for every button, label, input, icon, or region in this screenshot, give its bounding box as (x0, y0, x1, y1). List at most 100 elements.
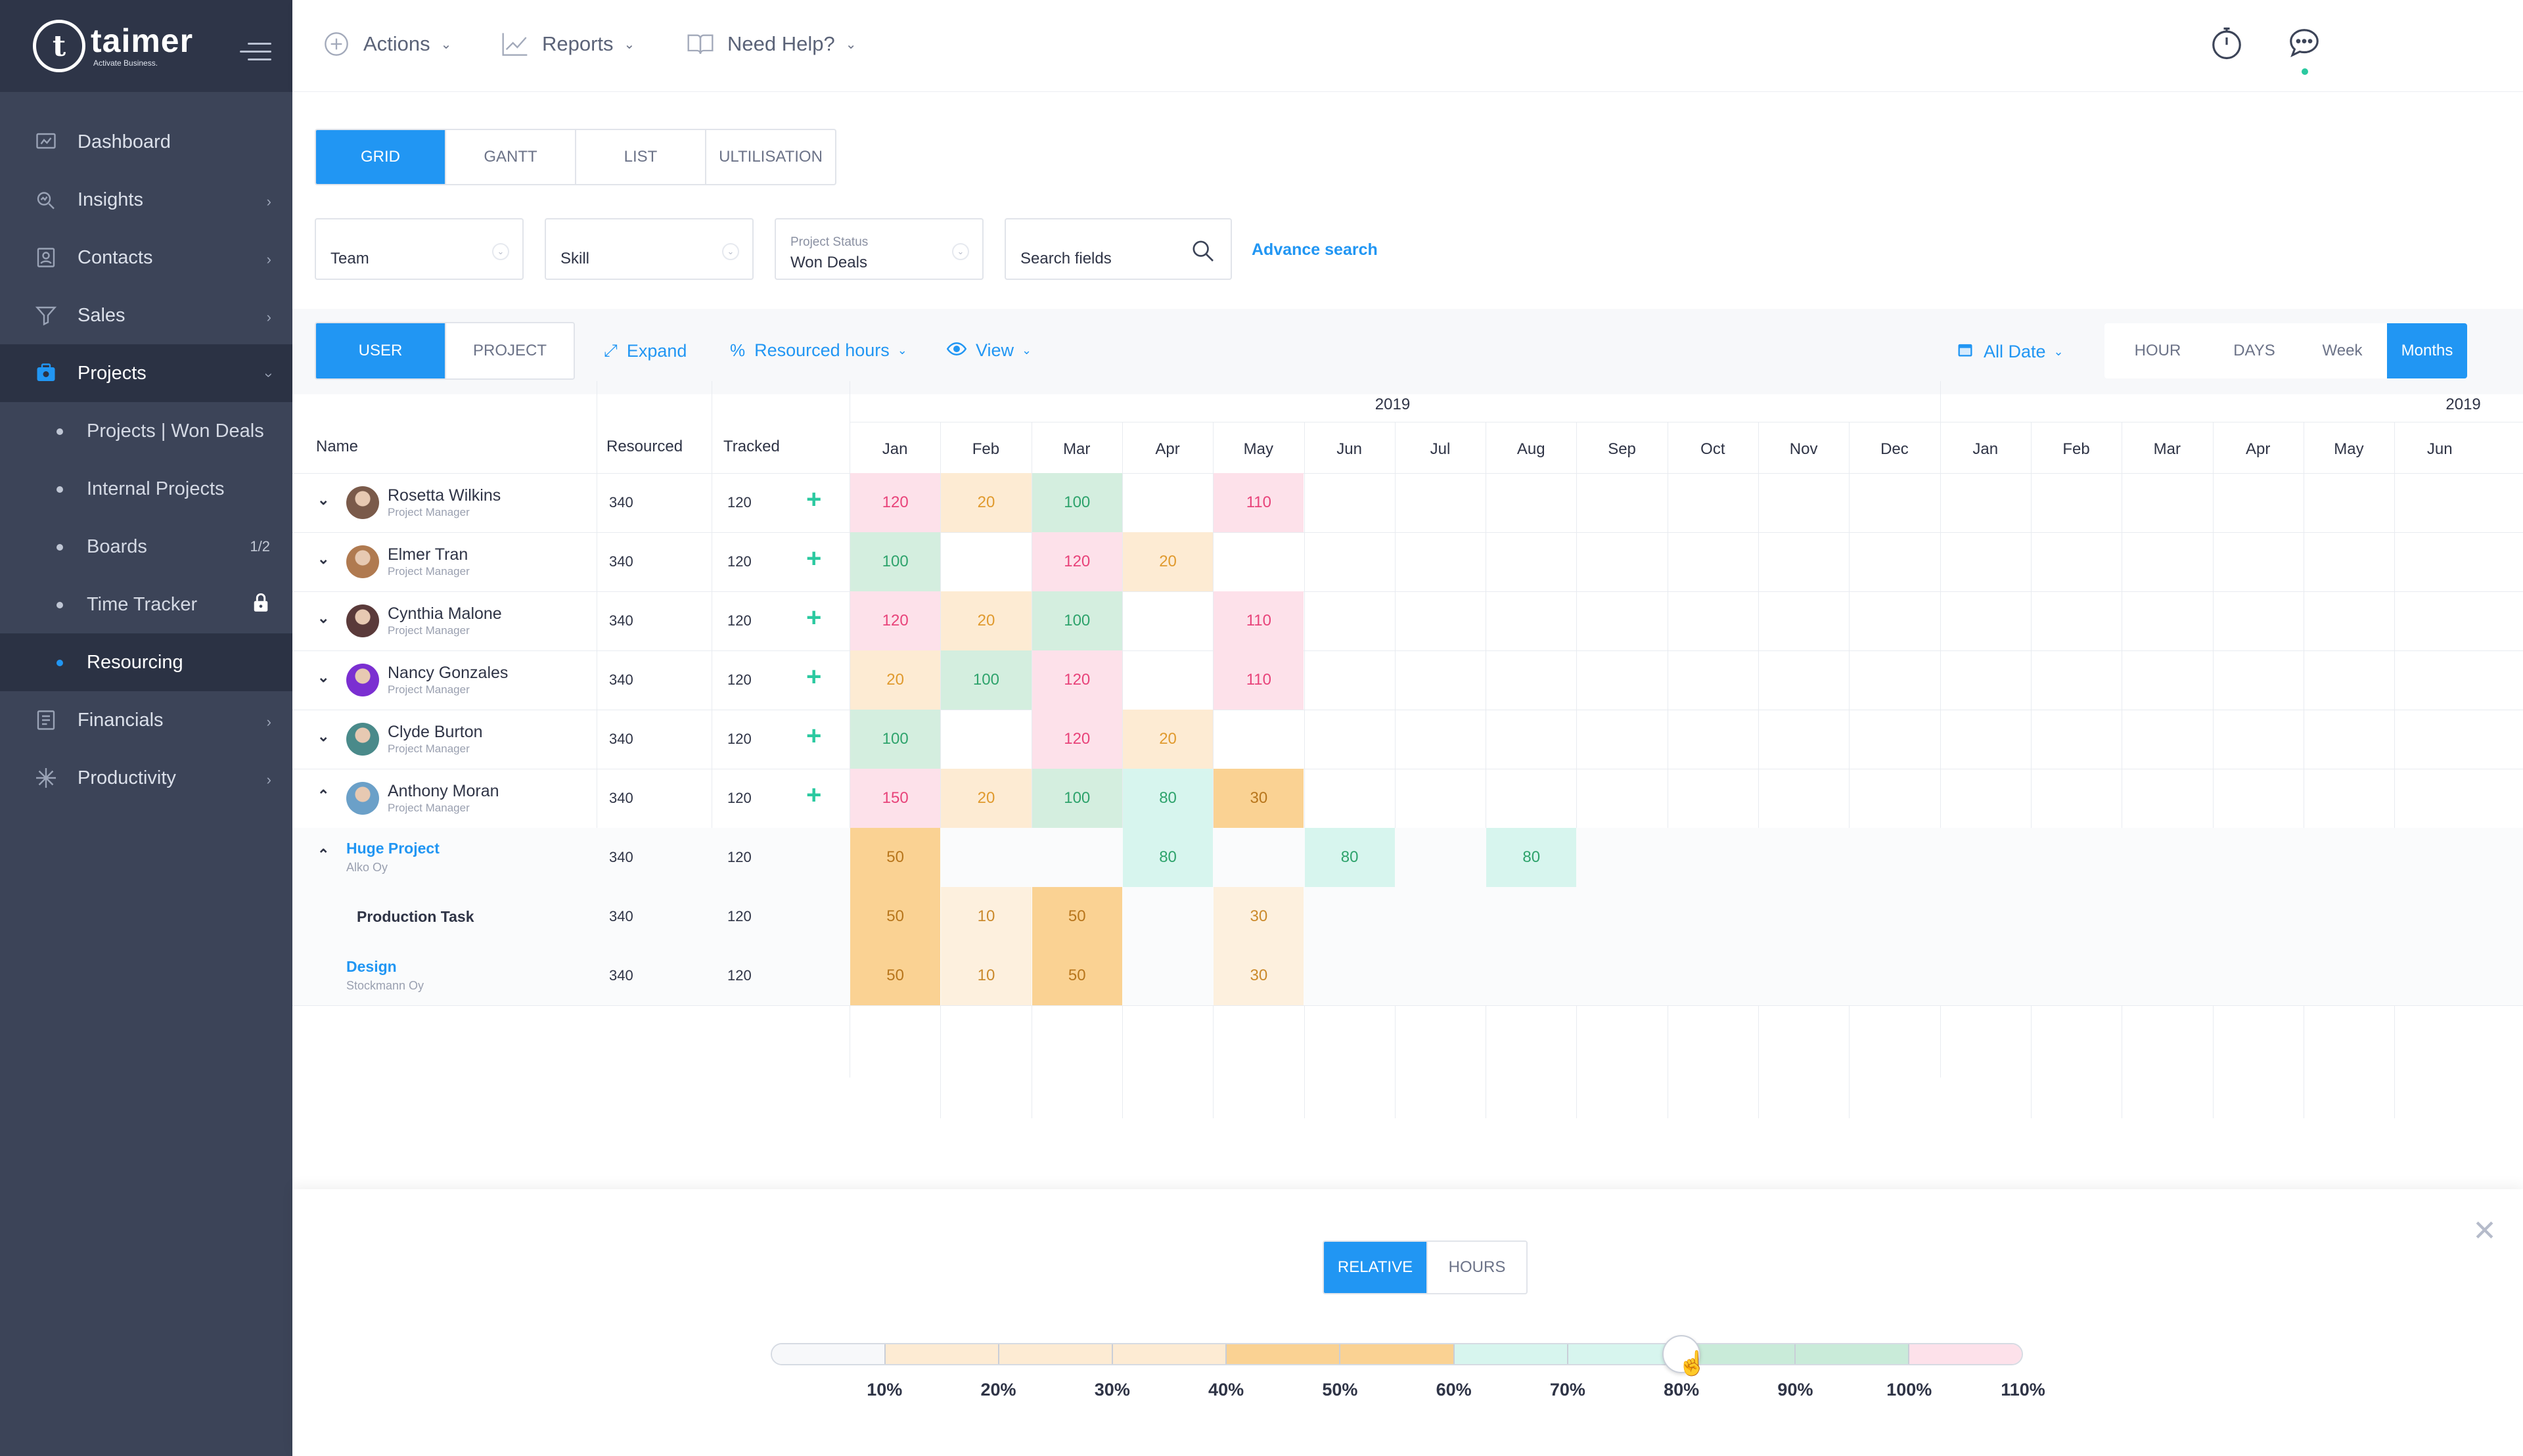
allocation-cell[interactable]: 50 (1032, 946, 1122, 1005)
logo[interactable]: t taimer Activate Business. (0, 0, 292, 92)
user-name[interactable]: Anthony Moran (388, 782, 499, 800)
sidebar-subitem-time-tracker[interactable]: Time Tracker (0, 576, 292, 633)
chevron-down-icon[interactable]: ⌄ (317, 491, 330, 508)
sidebar-subitem-resourcing[interactable]: Resourcing (0, 633, 292, 691)
tab-gantt[interactable]: GANTT (445, 130, 575, 184)
sidebar-item-insights[interactable]: Insights › (0, 171, 292, 229)
add-icon[interactable]: + (806, 485, 822, 514)
chevron-up-icon[interactable]: ⌃ (317, 846, 330, 863)
skill-select[interactable]: Skill ⌄ (545, 218, 754, 280)
project-status-select[interactable]: Project Status Won Deals ⌄ (775, 218, 984, 280)
hours-mode-button[interactable]: HOURS (1426, 1242, 1526, 1293)
task-row[interactable]: Production Task 340 120 50 10 50 30 (292, 887, 2523, 946)
allocation-cell[interactable]: 150 (850, 769, 941, 828)
allocation-cell[interactable]: 100 (1032, 769, 1122, 828)
allocation-cell[interactable]: 100 (1032, 473, 1122, 532)
project-row[interactable]: Design Stockmann Oy 340 120 50 10 50 30 (292, 946, 2523, 1005)
allocation-cell[interactable]: 20 (850, 650, 941, 710)
allocation-cell[interactable]: 50 (850, 887, 941, 946)
allocation-cell[interactable]: 50 (850, 828, 941, 887)
user-row[interactable]: ⌄ Elmer Tran Project Manager +340 120 100 120 2… (292, 532, 2523, 591)
view-dropdown[interactable]: View ⌄ (946, 340, 1032, 361)
sidebar-subitem-internal-projects[interactable]: Internal Projects (0, 460, 292, 518)
project-mode-button[interactable]: PROJECT (445, 323, 574, 378)
sidebar-item-productivity[interactable]: Productivity › (0, 749, 292, 807)
allocation-cell[interactable]: 30 (1214, 946, 1304, 1005)
scale-months[interactable]: Months (2387, 323, 2467, 378)
allocation-cell[interactable]: 20 (941, 769, 1032, 828)
add-icon[interactable]: + (806, 662, 822, 691)
menu-toggle-icon[interactable] (240, 37, 271, 60)
chat-icon[interactable] (2284, 24, 2324, 75)
close-icon[interactable]: ✕ (2472, 1214, 2497, 1248)
add-icon[interactable]: + (806, 603, 822, 632)
add-icon[interactable]: + (806, 721, 822, 750)
allocation-cell[interactable]: 20 (941, 591, 1032, 650)
allocation-cell[interactable]: 10 (941, 887, 1032, 946)
allocation-cell[interactable]: 120 (850, 473, 941, 532)
allocation-cell[interactable]: 20 (941, 473, 1032, 532)
utilisation-scale-bar[interactable] (771, 1343, 2023, 1365)
allocation-cell[interactable]: 120 (1032, 650, 1122, 710)
all-date-dropdown[interactable]: All Date ⌄ (1956, 340, 2064, 363)
user-row[interactable]: ⌃ Anthony Moran Project Manager +340 120 150 2… (292, 769, 2523, 828)
task-name[interactable]: Production Task (357, 908, 474, 925)
chevron-down-icon[interactable]: ⌄ (317, 551, 330, 567)
project-row[interactable]: ⌃ Huge Project Alko Oy 340 120 50 80 80 80 (292, 828, 2523, 887)
column-header-tracked[interactable]: Tracked (723, 438, 780, 455)
allocation-cell[interactable]: 50 (1032, 887, 1122, 946)
help-menu[interactable]: Need Help? ⌄ (685, 29, 856, 59)
user-mode-button[interactable]: USER (316, 323, 445, 378)
sidebar-item-projects[interactable]: Projects › (0, 344, 292, 402)
column-header-resourced[interactable]: Resourced (606, 438, 683, 455)
scale-days[interactable]: DAYS (2233, 342, 2275, 359)
allocation-cell[interactable]: 30 (1214, 769, 1304, 828)
project-name[interactable]: Huge Project (346, 840, 440, 857)
allocation-cell[interactable]: 80 (1122, 828, 1214, 887)
sidebar-item-sales[interactable]: Sales › (0, 286, 292, 344)
user-name[interactable]: Cynthia Malone (388, 604, 502, 623)
sidebar-item-contacts[interactable]: Contacts › (0, 229, 292, 286)
sidebar-subitem-projects-won-deals[interactable]: Projects | Won Deals (0, 402, 292, 460)
user-name[interactable]: Nancy Gonzales (388, 664, 509, 682)
scale-week[interactable]: Week (2322, 342, 2363, 359)
allocation-cell[interactable]: 110 (1214, 591, 1304, 650)
chevron-down-icon[interactable]: ⌄ (317, 669, 330, 685)
allocation-cell[interactable]: 100 (1032, 591, 1122, 650)
advance-search-link[interactable]: Advance search (1252, 240, 1378, 259)
user-row[interactable]: ⌄ Rosetta Wilkins Project Manager +340 120 12… (292, 473, 2523, 532)
allocation-cell[interactable]: 120 (1032, 710, 1122, 769)
allocation-cell[interactable]: 120 (1032, 532, 1122, 591)
actions-menu[interactable]: Actions ⌄ (321, 29, 451, 59)
allocation-cell[interactable]: 120 (850, 591, 941, 650)
allocation-cell[interactable]: 100 (850, 710, 941, 769)
sidebar-item-financials[interactable]: Financials › (0, 691, 292, 749)
chevron-up-icon[interactable]: ⌃ (317, 787, 330, 804)
project-name[interactable]: Design (346, 958, 397, 975)
tab-grid[interactable]: GRID (316, 130, 445, 184)
expand-button[interactable]: ⤢ Expand (604, 340, 687, 361)
tab-list[interactable]: LIST (575, 130, 705, 184)
scale-hour[interactable]: HOUR (2134, 342, 2181, 359)
chevron-down-icon[interactable]: ⌄ (317, 728, 330, 744)
allocation-cell[interactable]: 80 (1304, 828, 1395, 887)
column-header-name[interactable]: Name (316, 438, 359, 455)
allocation-cell[interactable]: 20 (1122, 532, 1214, 591)
allocation-cell[interactable]: 100 (850, 532, 941, 591)
allocation-cell[interactable]: 80 (1122, 769, 1214, 828)
allocation-cell[interactable]: 50 (850, 946, 941, 1005)
sidebar-item-dashboard[interactable]: Dashboard (0, 113, 292, 171)
user-name[interactable]: Elmer Tran (388, 545, 468, 564)
sidebar-subitem-boards[interactable]: Boards 1/2 (0, 518, 292, 576)
timer-icon[interactable] (2207, 24, 2246, 63)
allocation-cell[interactable]: 110 (1214, 650, 1304, 710)
resourced-hours-dropdown[interactable]: % Resourced hours ⌄ (730, 340, 907, 361)
relative-mode-button[interactable]: RELATIVE (1324, 1242, 1426, 1293)
team-select[interactable]: Team ⌄ (315, 218, 524, 280)
add-icon[interactable]: + (806, 781, 822, 809)
allocation-cell[interactable]: 10 (941, 946, 1032, 1005)
user-name[interactable]: Clyde Burton (388, 723, 483, 741)
user-name[interactable]: Rosetta Wilkins (388, 486, 501, 505)
search-input[interactable]: Search fields (1005, 218, 1232, 280)
user-row[interactable]: ⌄ Cynthia Malone Project Manager +340 120 120… (292, 591, 2523, 650)
